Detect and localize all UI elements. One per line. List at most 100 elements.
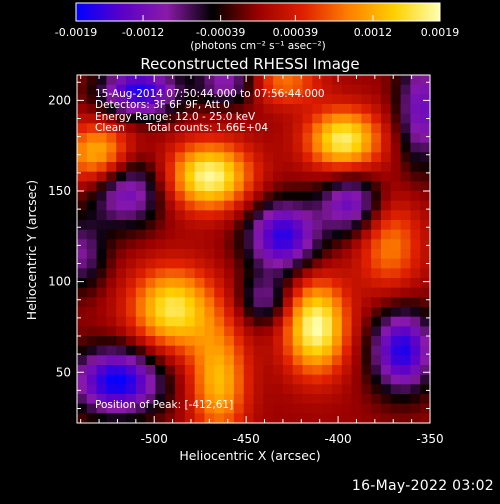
heatmap-cell (155, 307, 166, 318)
heatmap-cell (145, 297, 157, 308)
heatmap-cell (400, 123, 411, 134)
heatmap-cell (312, 336, 323, 347)
heatmap-cell (390, 278, 402, 289)
heatmap-cell (331, 249, 343, 260)
heatmap-cell (351, 336, 362, 347)
heatmap-cell (233, 239, 245, 250)
heatmap-cell (184, 287, 196, 298)
heatmap-cell (145, 249, 157, 260)
heatmap-cell (361, 297, 372, 308)
heatmap-cell (420, 113, 431, 124)
heatmap-cell (126, 133, 137, 144)
heatmap-cell (204, 249, 215, 260)
heatmap-cell (214, 113, 225, 124)
heatmap-cell (351, 326, 362, 337)
annotation-total-counts: Total counts: 1.66E+04 (145, 122, 268, 134)
heatmap-cell (184, 113, 196, 124)
heatmap-cell (361, 326, 372, 337)
heatmap-cell (77, 394, 88, 405)
heatmap-cell (243, 239, 255, 250)
heatmap-cell (322, 133, 333, 144)
heatmap-cell (282, 355, 294, 366)
heatmap-cell (243, 162, 255, 173)
y-tick-label: 150 (48, 184, 71, 198)
heatmap-cell (243, 94, 255, 105)
heatmap-cell (184, 258, 196, 269)
heatmap-cell (253, 403, 264, 414)
heatmap-cell (361, 258, 372, 269)
heatmap-cell (96, 326, 108, 337)
heatmap-cell (341, 355, 353, 366)
heatmap-cell (410, 210, 421, 221)
heatmap-cell (292, 210, 304, 221)
heatmap-cell (253, 278, 264, 289)
heatmap-cell (341, 287, 353, 298)
x-tick-label: -450 (233, 432, 260, 446)
heatmap-cell (410, 345, 421, 356)
heatmap-cell (400, 326, 411, 337)
heatmap-cell (96, 142, 108, 153)
heatmap-cell (233, 297, 245, 308)
heatmap-cell (243, 287, 255, 298)
heatmap-cell (341, 75, 353, 86)
heatmap-cell (312, 278, 323, 289)
heatmap-cell (361, 113, 372, 124)
heatmap-cell (233, 220, 245, 231)
colorbar-ticks: -0.0019 -0.0012 -0.00039 0.00039 0.0012 0.001… (55, 15, 459, 39)
heatmap-cell (312, 326, 323, 337)
heatmap-cell (361, 413, 372, 424)
heatmap-cell (204, 336, 215, 347)
heatmap-cell (331, 75, 343, 86)
y-tick-label: 200 (48, 93, 71, 107)
heatmap-cell (106, 374, 117, 385)
heatmap-cell (420, 229, 431, 240)
heatmap-cell (420, 278, 431, 289)
heatmap-cell (351, 374, 362, 385)
heatmap-cell (184, 152, 196, 163)
heatmap-cell (361, 181, 372, 192)
heatmap-cell (204, 113, 215, 124)
heatmap-cell (86, 181, 98, 192)
heatmap-cell (116, 191, 127, 202)
heatmap-cell (322, 181, 333, 192)
heatmap-cell (135, 113, 147, 124)
heatmap-cell (273, 229, 284, 240)
heatmap-cell (135, 104, 147, 115)
heatmap-cell (282, 287, 294, 298)
heatmap-cell (302, 239, 313, 250)
heatmap-cell (400, 94, 411, 105)
heatmap-cell (145, 113, 157, 124)
heatmap-cell (224, 181, 235, 192)
heatmap-cell (273, 84, 284, 95)
heatmap-cell (380, 220, 392, 231)
heatmap-cell (282, 326, 294, 337)
heatmap-cell (96, 268, 108, 279)
heatmap-cell (341, 316, 353, 327)
heatmap-cell (292, 268, 304, 279)
heatmap-cell (233, 162, 245, 173)
heatmap-cell (214, 84, 225, 95)
heatmap-cell (243, 152, 255, 163)
heatmap-cell (361, 249, 372, 260)
heatmap-cell (135, 133, 147, 144)
heatmap-cell (322, 94, 333, 105)
heatmap-cell (331, 413, 343, 424)
heatmap-cell (194, 133, 206, 144)
heatmap-cell (135, 249, 147, 260)
heatmap-cell (400, 413, 411, 424)
heatmap-cell (194, 220, 206, 231)
heatmap-cell (351, 394, 362, 405)
heatmap-cell (175, 162, 186, 173)
heatmap-cell (380, 104, 392, 115)
heatmap-cell (233, 75, 245, 86)
heatmap-cell (380, 258, 392, 269)
heatmap-cell (400, 258, 411, 269)
heatmap-cell (331, 142, 343, 153)
heatmap-cell (96, 75, 108, 86)
heatmap-cell (420, 316, 431, 327)
heatmap-cell (420, 326, 431, 337)
heatmap-cell (77, 316, 88, 327)
heatmap-cell (253, 229, 264, 240)
heatmap-cell (322, 152, 333, 163)
heatmap-cell (273, 104, 284, 115)
